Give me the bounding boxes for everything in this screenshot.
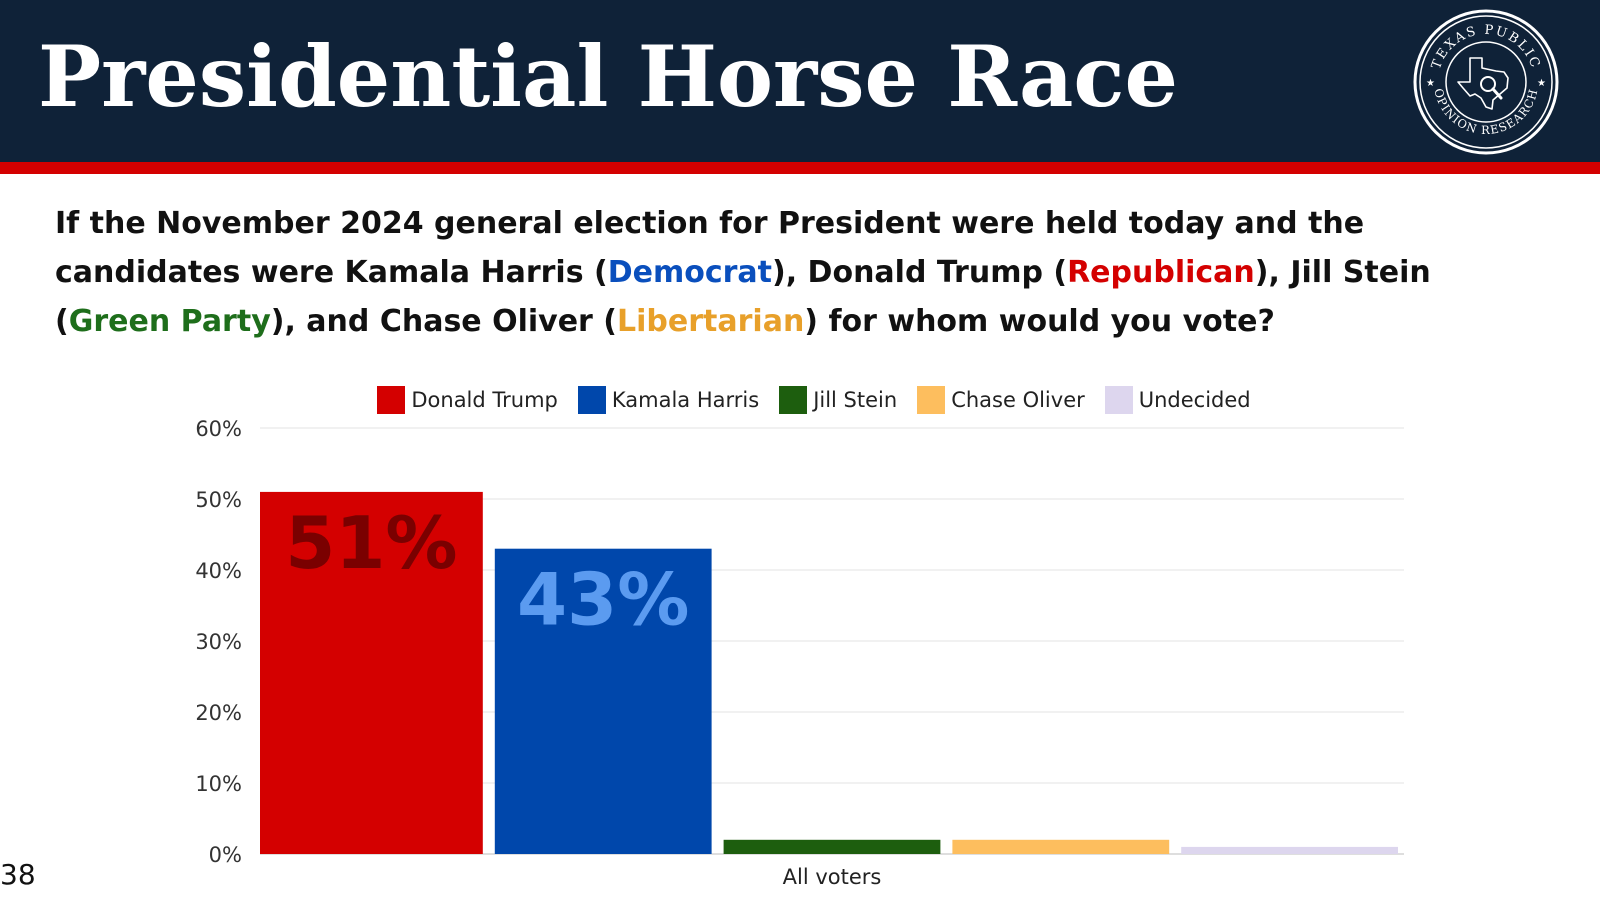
legend-swatch — [917, 386, 946, 414]
bar-jill-stein — [723, 839, 941, 854]
legend-label: Chase Oliver — [951, 388, 1085, 412]
data-label: 43% — [517, 558, 689, 642]
question-text-4: ), and Chase Oliver ( — [270, 304, 618, 339]
legend-item-undecided: Undecided — [1104, 386, 1251, 414]
party-green: Green Party — [68, 304, 271, 339]
header-red-stripe — [0, 162, 1600, 174]
legend-label: Jill Stein — [813, 388, 898, 412]
y-tick-label: 40% — [195, 559, 242, 583]
legend-label: Undecided — [1138, 388, 1251, 412]
data-label: 51% — [285, 501, 457, 585]
legend-item-oliver: Chase Oliver — [917, 386, 1085, 414]
bar-undecided — [1181, 846, 1398, 854]
legend-label: Kamala Harris — [611, 388, 760, 412]
texas-public-opinion-research-logo: TEXAS PUBLIC OPINION RESEARCH ★ ★ — [1413, 9, 1559, 155]
y-tick-label: 10% — [195, 772, 242, 796]
page-title: Presidential Horse Race — [38, 27, 1178, 126]
svg-text:★: ★ — [1426, 78, 1435, 89]
survey-question: If the November 2024 general election fo… — [55, 199, 1545, 346]
question-text-5: ) for whom would you vote? — [804, 304, 1275, 339]
party-republican: Republican — [1067, 255, 1255, 290]
page-number: 38 — [0, 858, 36, 891]
y-tick-label: 20% — [195, 701, 242, 725]
question-text-2: ), Donald Trump ( — [772, 255, 1068, 290]
party-democrat: Democrat — [607, 255, 772, 290]
question-text-3: ), Jill Stein ( — [55, 255, 1431, 339]
y-tick-label: 60% — [195, 417, 242, 441]
legend-item-harris: Kamala Harris — [577, 386, 760, 414]
legend-swatch — [1104, 386, 1133, 414]
legend-item-trump: Donald Trump — [377, 386, 558, 414]
legend-swatch — [377, 386, 406, 414]
legend-label: Donald Trump — [411, 388, 558, 412]
svg-text:★: ★ — [1537, 78, 1546, 89]
y-tick-label: 50% — [195, 488, 242, 512]
question-text-1: If the November 2024 general election fo… — [55, 206, 1365, 290]
x-category-label: All voters — [783, 865, 882, 889]
bar-kamala-harris — [494, 548, 712, 854]
y-tick-label: 0% — [209, 843, 242, 867]
bar-chase-oliver — [952, 839, 1170, 854]
legend-swatch — [577, 386, 606, 414]
legend-swatch — [779, 386, 808, 414]
header-bar: Presidential Horse Race TEXAS PUBLIC OPI… — [0, 0, 1600, 162]
bar-donald-trump — [260, 491, 483, 854]
legend-item-stein: Jill Stein — [779, 386, 897, 414]
y-tick-label: 30% — [195, 630, 242, 654]
chart-legend: Donald Trump Kamala Harris Jill Stein Ch… — [0, 384, 1600, 416]
party-libertarian: Libertarian — [617, 304, 805, 339]
